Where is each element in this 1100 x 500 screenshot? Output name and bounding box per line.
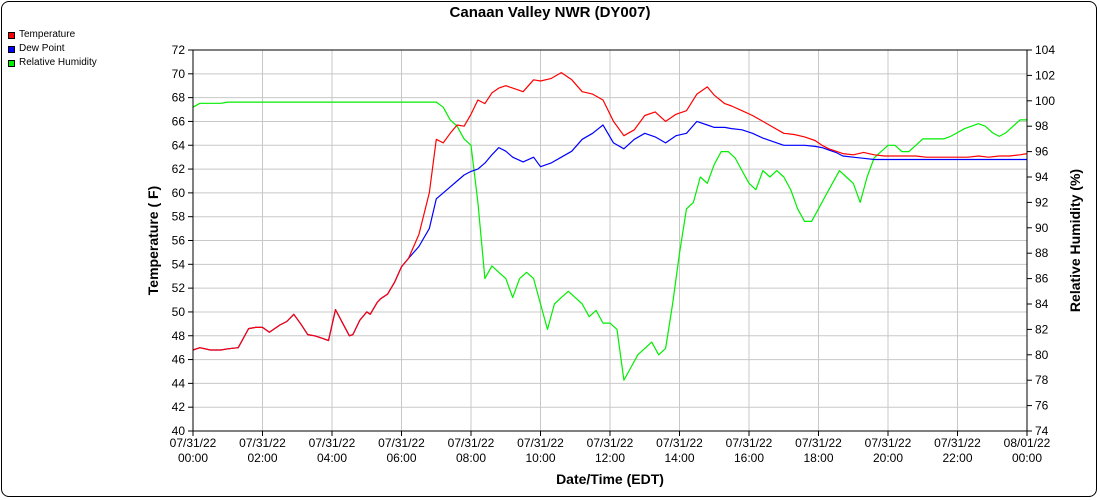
y2-tick-label: 78 (1035, 373, 1049, 387)
x-tick-time: 16:00 (734, 451, 764, 465)
x-tick-date: 07/31/22 (378, 436, 425, 450)
y-tick-label: 42 (172, 400, 186, 414)
y2-tick-label: 74 (1035, 424, 1049, 438)
chart-title: Canaan Valley NWR (DY007) (449, 4, 651, 21)
y2-tick-label: 96 (1035, 145, 1049, 159)
y-tick-label: 60 (172, 186, 186, 200)
y-tick-label: 64 (172, 138, 186, 152)
x-tick-date: 07/31/22 (587, 436, 634, 450)
x-tick-date: 07/31/22 (309, 436, 356, 450)
legend-item-temperature: Temperature (8, 28, 97, 42)
y2-tick-label: 102 (1035, 68, 1055, 82)
x-tick-date: 07/31/22 (448, 436, 495, 450)
y-tick-label: 44 (172, 376, 186, 390)
series-layer (192, 71, 1028, 381)
x-tick-time: 10:00 (525, 451, 555, 465)
legend-label-dew-point: Dew Point (19, 43, 65, 54)
x-tick-time: 00:00 (1012, 451, 1042, 465)
x-tick-time: 06:00 (386, 451, 416, 465)
x-tick-time: 04:00 (317, 451, 347, 465)
legend-swatch-relative-humidity (8, 59, 15, 67)
legend-item-relative-humidity: Relative Humidity (8, 56, 97, 70)
x-tick-date: 08/01/22 (1004, 436, 1051, 450)
x-tick-date: 07/31/22 (239, 436, 286, 450)
x-tick-date: 07/31/22 (795, 436, 842, 450)
y2-tick-label: 76 (1035, 399, 1049, 413)
x-tick-date: 07/31/22 (934, 436, 981, 450)
y2-tick-label: 88 (1035, 246, 1049, 260)
y-tick-label: 66 (172, 114, 186, 128)
series-line-temperature (192, 71, 1028, 351)
y2-tick-label: 94 (1035, 170, 1049, 184)
x-tick-time: 00:00 (178, 451, 208, 465)
y2-tick-label: 84 (1035, 297, 1049, 311)
y-axis-title: Temperature ( F) (145, 186, 161, 295)
y-tick-label: 40 (172, 424, 186, 438)
y2-tick-label: 98 (1035, 119, 1049, 133)
legend-swatch-temperature (8, 31, 15, 39)
grid (192, 49, 1028, 432)
y-tick-label: 50 (172, 305, 186, 319)
y-tick-label: 54 (172, 257, 186, 271)
y-tick-label: 58 (172, 210, 186, 224)
x-tick-time: 14:00 (664, 451, 694, 465)
x-tick-time: 18:00 (803, 451, 833, 465)
x-tick-date: 07/31/22 (656, 436, 703, 450)
x-axis-title: Date/Time (EDT) (556, 471, 664, 487)
y-tick-label: 48 (172, 329, 186, 343)
x-tick-time: 08:00 (456, 451, 486, 465)
y-tick-label: 62 (172, 162, 186, 176)
legend-item-dew-point: Dew Point (8, 42, 97, 56)
series-line-relative-humidity (192, 101, 1027, 381)
y2-axis-title: Relative Humidity (%) (1067, 169, 1083, 312)
y2-tick-label: 100 (1035, 94, 1055, 108)
x-tick-date: 07/31/22 (726, 436, 773, 450)
x-tick-time: 12:00 (595, 451, 625, 465)
y-tick-label: 70 (172, 67, 186, 81)
x-tick-date: 07/31/22 (170, 436, 217, 450)
y2-tick-label: 82 (1035, 322, 1049, 336)
y2-tick-label: 90 (1035, 221, 1049, 235)
legend: Temperature Dew Point Relative Humidity (8, 28, 97, 70)
x-tick-time: 02:00 (247, 451, 277, 465)
legend-label-temperature: Temperature (19, 29, 76, 40)
y2-tick-label: 104 (1035, 43, 1055, 57)
y-tick-label: 56 (172, 234, 186, 248)
y-tick-label: 46 (172, 353, 186, 367)
legend-swatch-dew-point (8, 45, 15, 53)
y-tick-label: 68 (172, 91, 186, 105)
x-tick-date: 07/31/22 (865, 436, 912, 450)
y2-tick-label: 92 (1035, 195, 1049, 209)
x-tick-time: 20:00 (873, 451, 903, 465)
x-tick-date: 07/31/22 (517, 436, 564, 450)
y2-tick-label: 80 (1035, 348, 1049, 362)
y-tick-label: 52 (172, 281, 186, 295)
y-tick-label: 72 (172, 43, 186, 57)
y2-tick-label: 86 (1035, 272, 1049, 286)
tick-labels: 40 42 44 46 48 50 52 54 56 58 60 62 64 66 68 70 72 74 76 78… (170, 43, 1056, 465)
x-tick-time: 22:00 (942, 451, 972, 465)
legend-label-relative-humidity: Relative Humidity (19, 57, 97, 68)
